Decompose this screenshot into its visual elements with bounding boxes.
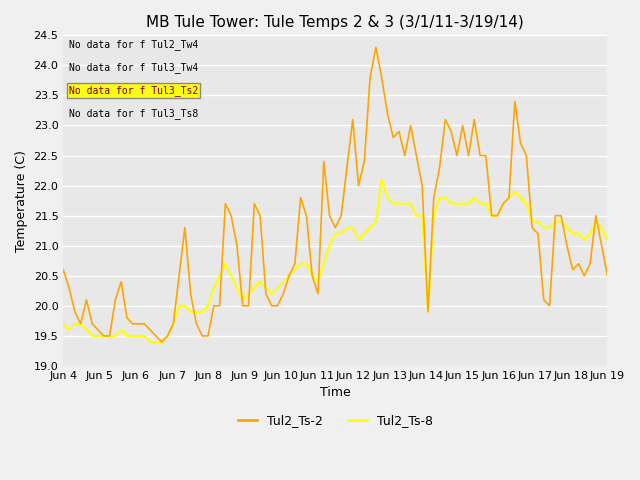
Legend: Tul2_Ts-2, Tul2_Ts-8: Tul2_Ts-2, Tul2_Ts-8 — [233, 409, 438, 432]
Text: No data for f Tul3_Ts8: No data for f Tul3_Ts8 — [68, 108, 198, 119]
Text: No data for f Tul2_Tw4: No data for f Tul2_Tw4 — [68, 38, 198, 49]
X-axis label: Time: Time — [320, 386, 351, 399]
Title: MB Tule Tower: Tule Temps 2 & 3 (3/1/11-3/19/14): MB Tule Tower: Tule Temps 2 & 3 (3/1/11-… — [147, 15, 524, 30]
Text: No data for f Tul3_Ts2: No data for f Tul3_Ts2 — [68, 85, 198, 96]
Y-axis label: Temperature (C): Temperature (C) — [15, 150, 28, 252]
Text: No data for f Tul3_Ts2: No data for f Tul3_Ts2 — [68, 85, 198, 96]
Text: No data for f Tul3_Tw4: No data for f Tul3_Tw4 — [68, 62, 198, 72]
